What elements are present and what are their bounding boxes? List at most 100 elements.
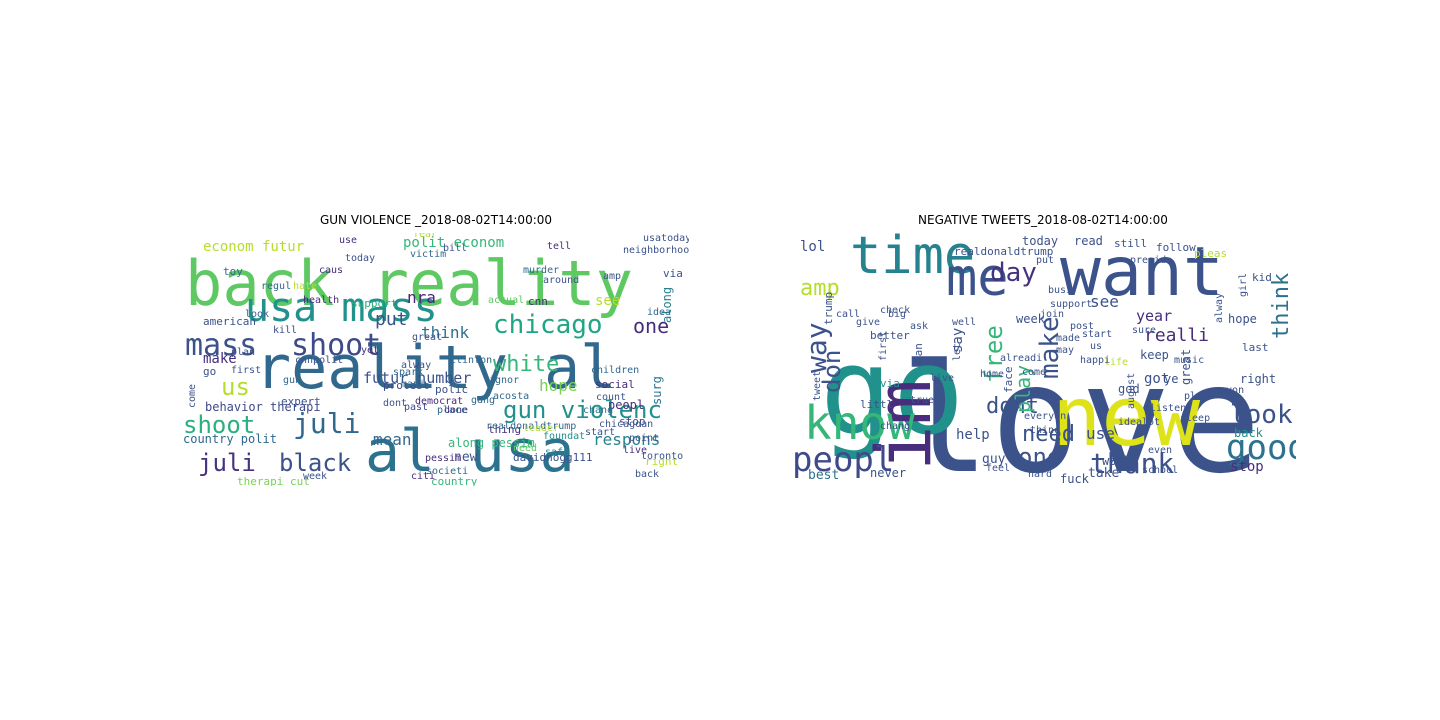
wordcloud-word: via (663, 267, 683, 280)
wordcloud-word: davidhogg111 (513, 451, 592, 464)
wordcloud-word: neighborhood (623, 245, 689, 256)
wordcloud-word: time (850, 233, 975, 286)
wordcloud-word: need (513, 443, 537, 454)
wordcloud-word: put (375, 309, 408, 330)
wordcloud-word: done (444, 405, 468, 416)
wordcloud-word: alreadi (1000, 353, 1042, 364)
wordcloud-word: day (990, 258, 1037, 288)
wordcloud-word: clinton (450, 355, 492, 366)
wordcloud-word: via (880, 377, 900, 390)
wordcloud-word: behavior therapi (205, 400, 321, 414)
wordcloud-word: one (633, 314, 669, 338)
wordcloud-word: don (818, 350, 846, 393)
wordcloud-word: come (187, 384, 198, 408)
wordcloud-word: past (404, 402, 428, 413)
wordcloud-word: gun violenc (503, 396, 662, 424)
wordcloud-word: kid (1252, 271, 1272, 284)
wordcloud-word: societi (426, 466, 468, 477)
wordcloud-word: trump (822, 292, 835, 325)
wordcloud-word: best (808, 468, 839, 483)
wordcloud-word: fuck (1060, 472, 1090, 486)
wordcloud-word: reality al (255, 333, 616, 403)
wordcloud-word: respons (593, 430, 660, 449)
wordcloud-word: well (952, 317, 976, 328)
wordcloud-word: face (1002, 367, 1015, 394)
wordcloud-word: need (1022, 422, 1075, 447)
wordcloud-word: busi (1048, 285, 1072, 296)
wordcloud-word: tweet (812, 371, 823, 401)
wordcloud-word: support (351, 297, 397, 310)
wordcloud-word: anyon (1214, 385, 1244, 396)
wordcloud-word: us (1090, 341, 1102, 352)
wordcloud-word: count (596, 392, 626, 403)
wordcloud-word: country polit (183, 432, 277, 446)
wordcloud-word: look (1230, 400, 1293, 430)
wordcloud-word: place (437, 405, 467, 416)
wordcloud-word: around (543, 275, 579, 286)
wordcloud-word: check (880, 305, 910, 316)
wordcloud-word: usa mass (245, 285, 438, 331)
wordcloud-word: futur number (363, 369, 471, 387)
wordcloud-word: peopl (608, 398, 644, 412)
wordcloud-word: call (836, 309, 860, 320)
wordcloud-word: nra (407, 288, 436, 307)
wordcloud-word: bill (443, 243, 467, 254)
wordcloud-word: surg (650, 376, 664, 405)
wordcloud-word: back reality (185, 247, 633, 320)
wordcloud-word: good (1226, 428, 1296, 468)
wordcloud-word: follow (1156, 241, 1196, 254)
wordcloud-word: never (870, 466, 906, 480)
wordcloud-word: chang (880, 421, 910, 432)
wordcloud-word: alway (401, 360, 431, 371)
wordcloud-word: free (980, 325, 1008, 383)
wordcloud-word: plan (231, 347, 255, 358)
wordcloud-word: chicagoan (599, 419, 653, 430)
wordcloud-word: econom futur (203, 239, 304, 255)
wordcloud-word: alway (1214, 293, 1225, 323)
wordcloud-word: girl (1238, 273, 1249, 297)
wordcloud-word: realli (1144, 325, 1209, 346)
wordcloud-word: stop (1230, 459, 1264, 475)
wordcloud-word: keep (1140, 348, 1169, 362)
wordcloud-word: go (203, 365, 216, 378)
wordcloud-word: expert (281, 395, 321, 408)
wordcloud-word: think (421, 323, 470, 342)
wordcloud-word: shoot (291, 328, 381, 363)
wordcloud-word: peopl (792, 440, 894, 480)
wordcloud-word: week (1016, 312, 1046, 326)
wordcloud-word: cnn (528, 295, 548, 308)
wordcloud-word: al usa (365, 417, 575, 485)
wordcloud-word: black (279, 449, 352, 477)
wordcloud-title-negative-tweets: NEGATIVE TWEETS_2018-08-02T14:00:00 (918, 213, 1168, 227)
wordcloud-word: put (1036, 255, 1054, 266)
wordcloud-word: play (1011, 365, 1035, 413)
wordcloud-word: amp (603, 271, 621, 282)
wordcloud-word: start (1082, 329, 1112, 340)
wordcloud-word: let (952, 343, 963, 361)
wordcloud-word: mean (373, 430, 412, 449)
wordcloud-word: join (1040, 309, 1064, 320)
wordcloud-word: along (660, 287, 674, 323)
wordcloud-word: chicago (493, 310, 603, 340)
wordcloud-word: dont (383, 398, 407, 409)
wordcloud-word: know (804, 396, 915, 450)
wordcloud-word: great (412, 332, 442, 343)
wordcloud-word: social (595, 378, 635, 391)
wordcloud-word: lol (800, 239, 825, 255)
wordcloud-word: dont (986, 394, 1039, 419)
wordcloud-word: listen (1150, 403, 1186, 414)
wordcloud-word: us (221, 373, 250, 401)
wordcloud-word: use (339, 235, 357, 246)
wordcloud-word: support (1050, 299, 1092, 310)
wordcloud-word: today (1022, 234, 1058, 248)
wordcloud-word: polic (435, 383, 468, 396)
wordcloud-word: toy (223, 265, 243, 278)
wordcloud-word: pessim (425, 453, 461, 464)
wordcloud-word: acosta (493, 391, 529, 402)
wordcloud-title-gun-violence: GUN VIOLENCE _2018-08-02T14:00:00 (319, 213, 553, 227)
wordcloud-word: amp (800, 276, 840, 301)
wordcloud-word: pleas (1194, 247, 1227, 260)
wordcloud-word: kill (273, 325, 297, 336)
wordcloud-word: right (645, 455, 678, 468)
wordcloud-word: caus (319, 265, 343, 276)
